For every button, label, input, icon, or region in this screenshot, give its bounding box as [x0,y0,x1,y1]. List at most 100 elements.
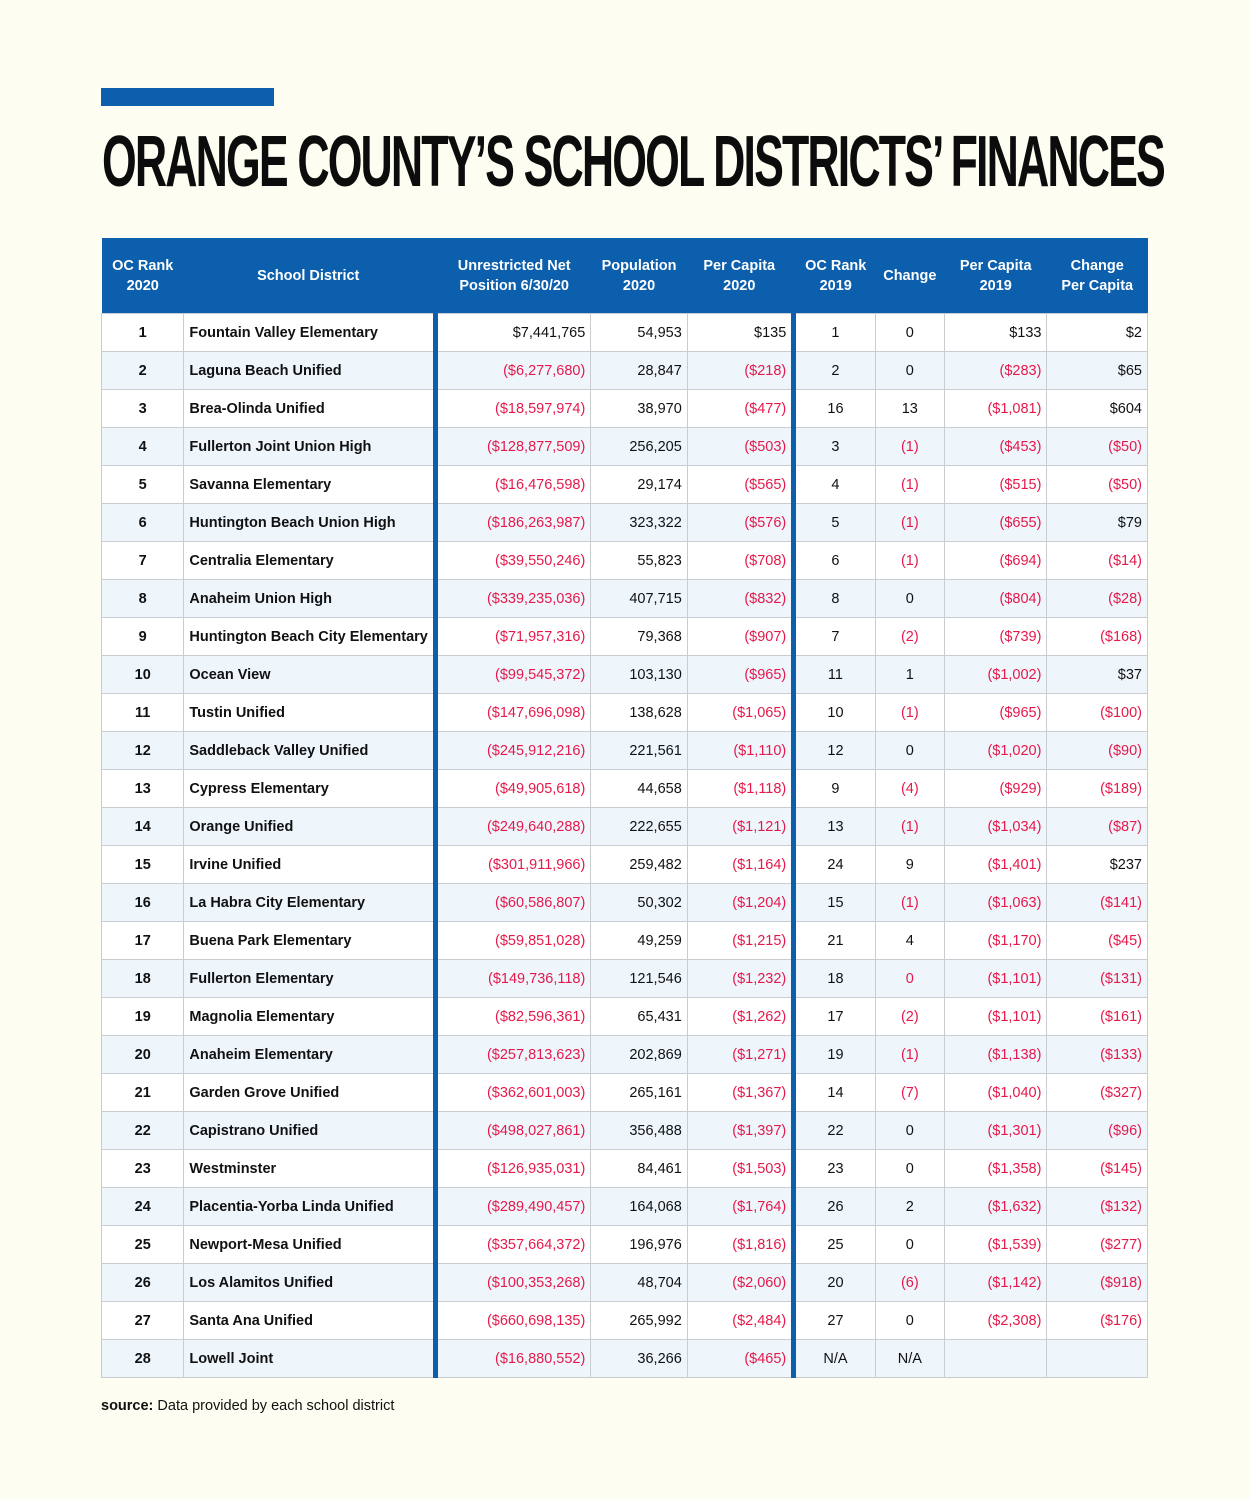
table-cell: ($49,905,618) [432,769,592,808]
table-cell: 265,992 [590,1301,688,1340]
table-cell: ($362,601,003) [432,1073,592,1112]
table-cell: ($96) [1046,1111,1148,1150]
table-cell: 138,628 [590,693,688,732]
table-row: 4 Fullerton Joint Union High ($128,877,509… [100,427,1148,466]
table-cell: 24 [100,1187,185,1226]
table-cell: 23 [100,1149,185,1188]
table-cell: ($1,034) [943,807,1048,846]
table-cell: ($1,271) [686,1035,795,1074]
table-cell: (1) [874,883,945,922]
table-cell: ($16,476,598) [432,465,592,504]
table-cell: ($60,586,807) [432,883,592,922]
table-cell: ($289,490,457) [432,1187,592,1226]
table-cell: 1 [100,313,185,352]
table-cell: 22 [791,1111,876,1150]
table-cell: N/A [791,1339,876,1378]
table-cell: 55,823 [590,541,688,580]
table-cell: 18 [791,959,876,998]
table-cell: $237 [1046,845,1148,884]
table-cell: 3 [100,389,185,428]
table-cell: ($565) [686,465,795,504]
table-cell: ($1,632) [943,1187,1048,1226]
table-cell: (7) [874,1073,945,1112]
table-cell: ($694) [943,541,1048,580]
district-name-cell: Ocean View [183,655,436,694]
table-row: 3 Brea-Olinda Unified ($18,597,974) 38,970(… [100,389,1148,428]
table-cell: ($218) [686,351,795,390]
column-header: School District [183,238,436,314]
table-cell: (1) [874,693,945,732]
accent-bar [101,88,274,106]
table-cell: 0 [874,313,945,352]
table-cell: ($1,002) [943,655,1048,694]
table-cell: ($99,545,372) [432,655,592,694]
district-name-cell: Saddleback Valley Unified [183,731,436,770]
table-row: 13 Cypress Elementary ($49,905,618) 44,658(… [100,769,1148,808]
table-cell: ($87) [1046,807,1148,846]
table-row: 25 Newport-Mesa Unified ($357,664,372) 196,… [100,1225,1148,1264]
table-cell: ($1,301) [943,1111,1048,1150]
table-cell: ($100) [1046,693,1148,732]
table-cell: ($245,912,216) [432,731,592,770]
table-cell: 196,976 [590,1225,688,1264]
table-cell: ($186,263,987) [432,503,592,542]
table-cell: 15 [791,883,876,922]
table-cell: ($1,215) [686,921,795,960]
column-header: Per Capita 2020 [687,238,794,314]
table-cell: 0 [874,579,945,618]
table-cell: 25 [791,1225,876,1264]
district-name-cell: Brea-Olinda Unified [183,389,436,428]
table-cell: ($1,397) [686,1111,795,1150]
table-cell: 17 [100,921,185,960]
district-name-cell: Anaheim Elementary [183,1035,436,1074]
table-row: 21 Garden Grove Unified ($362,601,003) 265,… [100,1073,1148,1112]
table-cell: 29,174 [590,465,688,504]
table-row: 11 Tustin Unified ($147,696,098) 138,628 ($1… [100,693,1148,732]
district-name-cell: Orange Unified [183,807,436,846]
table-cell: (1) [874,1035,945,1074]
table-cell: 8 [791,579,876,618]
table-cell: 1 [791,313,876,352]
table-cell: 65,431 [590,997,688,1036]
table-cell: ($1,142) [943,1263,1048,1302]
table-cell: 36,266 [590,1339,688,1378]
table-row: 15 Irvine Unified ($301,911,966) 259,482 ($1… [100,845,1148,884]
table-cell: 79,368 [590,617,688,656]
table-cell: ($14) [1046,541,1148,580]
table-cell: ($1,367) [686,1073,795,1112]
table-cell: 121,546 [590,959,688,998]
table-cell: ($18,597,974) [432,389,592,428]
table-cell: 0 [874,731,945,770]
table-cell: ($918) [1046,1263,1148,1302]
table-cell: ($128,877,509) [432,427,592,466]
table-cell: ($126,935,031) [432,1149,592,1188]
district-name-cell: Buena Park Elementary [183,921,436,960]
district-name-cell: Tustin Unified [183,693,436,732]
table-cell: 2 [100,351,185,390]
table-cell: 9 [100,617,185,656]
table-cell [943,1339,1048,1378]
table-cell: 6 [791,541,876,580]
table-cell: 9 [791,769,876,808]
table-cell: ($708) [686,541,795,580]
table-cell: ($161) [1046,997,1148,1036]
table-cell: 3 [791,427,876,466]
table-cell: ($1,121) [686,807,795,846]
table-cell: 2 [791,351,876,390]
table-cell: ($2,484) [686,1301,795,1340]
table-row: 1 Fountain Valley Elementary $7,441,765 54,… [100,313,1148,352]
page-title: ORANGE COUNTY’S SCHOOL DISTRICTS’ FINANC… [102,122,1166,202]
table-cell: ($71,957,316) [432,617,592,656]
district-name-cell: Savanna Elementary [183,465,436,504]
table-cell: $7,441,765 [432,313,592,352]
table-cell: ($1,232) [686,959,795,998]
table-cell: $133 [943,313,1048,352]
table-cell: 164,068 [590,1187,688,1226]
table-cell: 54,953 [590,313,688,352]
table-row: 10 Ocean View ($99,545,372) 103,130 ($965) 11… [100,655,1148,694]
table-cell: (1) [874,465,945,504]
table-cell: 256,205 [590,427,688,466]
table-row: 24 Placentia-Yorba Linda Unified ($289,490… [100,1187,1148,1226]
table-cell: 17 [791,997,876,1036]
district-name-cell: Los Alamitos Unified [183,1263,436,1302]
